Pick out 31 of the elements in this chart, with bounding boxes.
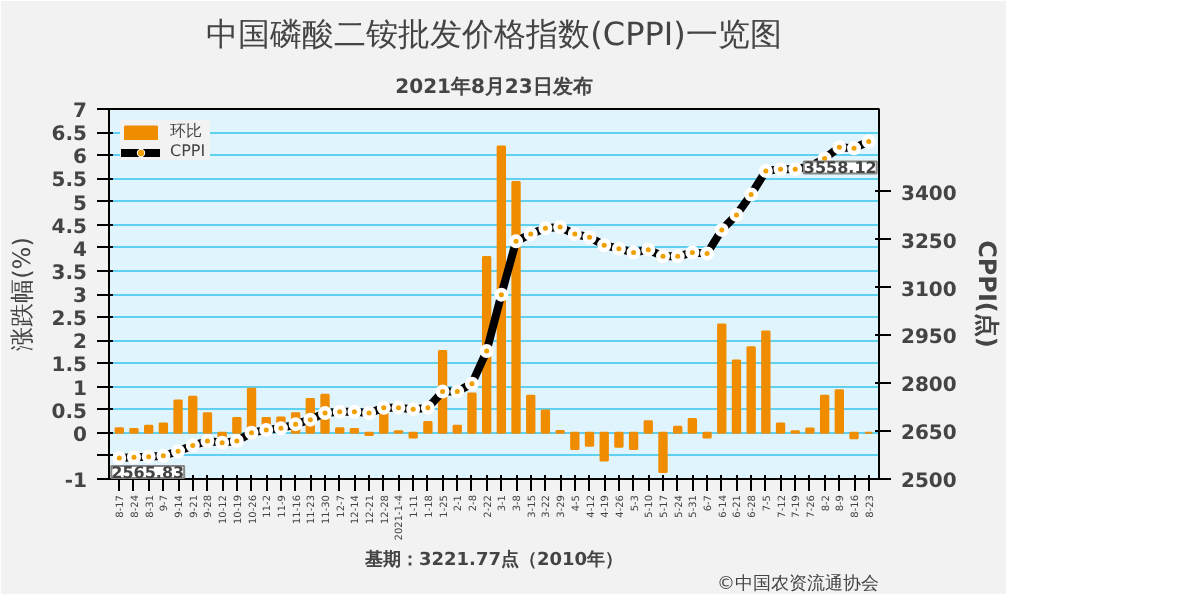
y2-tick-label: 2800 <box>901 375 957 398</box>
y2-tick-label: 3100 <box>901 279 957 302</box>
y-tick-label: 3 <box>73 286 88 308</box>
chart-title: 中国磷酸二铵批发价格指数(CPPI)一览图 <box>206 15 782 53</box>
y2-axis-title: CPPI(点) <box>972 240 1001 348</box>
y2-tick-label: 3400 <box>901 183 957 206</box>
y-tick-label: 0 <box>73 424 88 447</box>
y-tick-label: 3.5 <box>51 262 88 285</box>
y-tick-label: 6 <box>73 147 88 170</box>
y-tick-label: 1 <box>73 378 88 401</box>
y-tick-label: 4 <box>73 239 88 262</box>
y-tick-label: 2.5 <box>51 309 88 332</box>
chart-subtitle: 2021年8月23日发布 <box>395 75 593 99</box>
y2-tick-label: 2650 <box>901 423 957 446</box>
y-tick-label: 2 <box>73 332 88 355</box>
y2-tick-label: 2950 <box>901 327 957 350</box>
text: 基期：3221.77点（2010年） <box>362 549 624 571</box>
legend-label: 环比 <box>170 120 204 142</box>
y2-tick-label: 2500 <box>901 471 957 493</box>
y-tick-label: 6.5 <box>51 124 88 147</box>
y-tick-label: 1.5 <box>51 355 88 378</box>
y-tick-label: -1 <box>64 471 88 493</box>
y-tick-label: 0.5 <box>51 401 88 424</box>
y-axis-title: 涨跌幅(%) <box>7 237 36 351</box>
legend-label: CPPI <box>170 142 208 160</box>
y-tick-label: 5 <box>73 193 88 216</box>
y-tick-label: 4.5 <box>51 216 88 239</box>
y-tick-label: 5.5 <box>51 170 88 193</box>
text: ©中国农资流通协会 <box>717 573 879 595</box>
y-tick-label: 7 <box>73 101 88 123</box>
y2-tick-label: 3250 <box>901 231 957 254</box>
